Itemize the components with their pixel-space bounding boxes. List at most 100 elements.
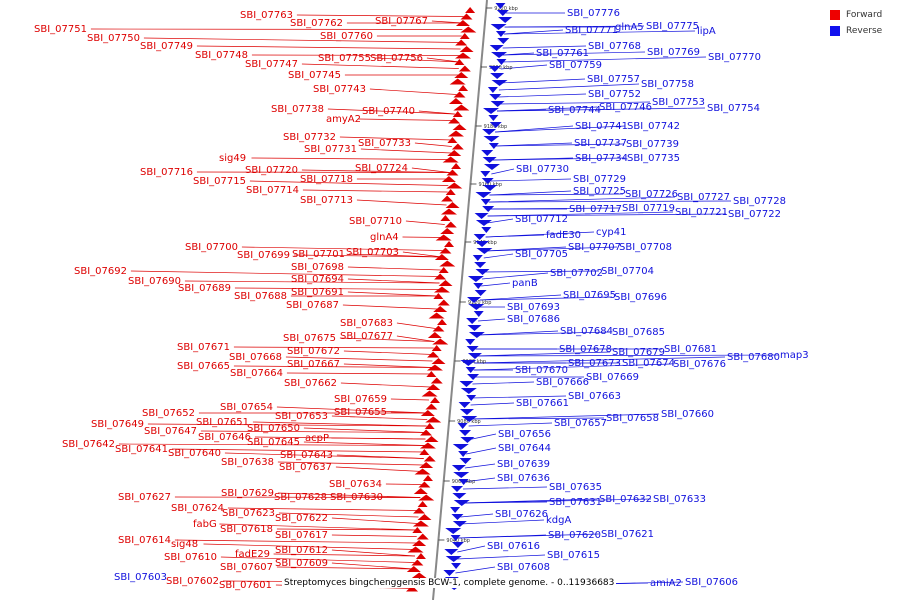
forward-gene-glyph (438, 267, 449, 273)
forward-gene-glyph (465, 7, 476, 13)
reverse-gene-glyph (459, 458, 472, 464)
forward-leader-line (277, 492, 421, 498)
reverse-gene-label: SBI_07684 (560, 326, 613, 337)
reverse-gene-label: lipA (697, 26, 716, 37)
reverse-gene-glyph (489, 45, 504, 51)
forward-leader-line (396, 322, 436, 329)
forward-gene-label: SBI_07645 (247, 437, 300, 448)
forward-leader-line (331, 415, 428, 420)
reverse-gene-label: SBI_07633 (653, 494, 706, 505)
forward-leader-line (233, 346, 434, 349)
forward-gene-glyph (416, 533, 429, 540)
forward-gene-glyph (440, 228, 455, 234)
forward-leader-line (336, 454, 424, 459)
forward-leader-line (278, 512, 419, 518)
reverse-leader-line (476, 331, 611, 336)
reverse-gene-label: SBI_07631 (549, 497, 602, 508)
reverse-gene-label: SBI_07739 (626, 139, 679, 150)
forward-gene-label: SBI_07745 (288, 70, 341, 81)
reverse-leader-line (469, 417, 605, 420)
forward-gene-label: SBI_07643 (280, 450, 333, 461)
forward-leader-line (143, 37, 462, 43)
reverse-leader-line (498, 93, 587, 98)
forward-gene-label: sig49 (219, 153, 246, 164)
forward-gene-glyph (419, 462, 434, 468)
forward-leader-line (411, 167, 450, 173)
forward-gene-label: SBI_07714 (246, 185, 299, 196)
reverse-gene-label: SBI_07717 (569, 204, 622, 215)
reverse-gene-label: SBI_07608 (497, 562, 550, 573)
reverse-gene-glyph (490, 73, 505, 79)
forward-leader-line (252, 421, 427, 427)
forward-leader-line (331, 534, 417, 537)
forward-gene-glyph (412, 540, 427, 546)
legend-item-forward: Forward (830, 8, 890, 22)
tick-label: 9100 kbp (463, 359, 487, 365)
reverse-leader-line (502, 45, 587, 49)
forward-gene-glyph (439, 260, 456, 267)
reverse-gene-glyph (491, 80, 508, 86)
forward-gene-label: SBI_07646 (198, 432, 251, 443)
forward-leader-line (347, 291, 439, 297)
reverse-gene-label: SBI_07775 (646, 21, 699, 32)
forward-gene-label: SBI_07607 (220, 562, 273, 573)
forward-gene-glyph (431, 345, 442, 351)
forward-gene-label: SBI_07655 (334, 407, 387, 418)
forward-leader-line (342, 304, 438, 310)
reverse-leader-line (473, 363, 672, 371)
reverse-gene-glyph (453, 472, 470, 478)
reverse-leader-line (467, 433, 497, 441)
forward-gene-label: SBI_07755 (318, 53, 371, 64)
reverse-gene-glyph (475, 269, 490, 275)
forward-leader-line (385, 483, 422, 485)
gene-features (406, 3, 513, 592)
forward-gene-label: SBI_07652 (142, 408, 195, 419)
forward-gene-label: SBI_07629 (221, 488, 274, 499)
reverse-leader-line (504, 25, 645, 28)
reverse-gene-glyph (488, 115, 499, 121)
reverse-gene-label: SBI_07708 (619, 242, 672, 253)
forward-gene-label: SBI_07731 (304, 144, 357, 155)
forward-leader-line (118, 443, 425, 446)
forward-leader-line (396, 335, 435, 342)
forward-gene-glyph (447, 150, 462, 156)
reverse-gene-label: SBI_07661 (516, 398, 569, 409)
forward-leader-line (374, 57, 460, 63)
reverse-gene-glyph (489, 94, 502, 100)
reverse-gene-glyph (459, 381, 474, 387)
reverse-leader-line (455, 566, 496, 574)
reverse-gene-glyph (497, 38, 510, 44)
forward-leader-line (339, 337, 435, 342)
reverse-gene-glyph (466, 318, 479, 324)
forward-gene-label: SBI_07740 (362, 106, 415, 117)
reverse-gene-label: SBI_07728 (733, 196, 786, 207)
reverse-gene-glyph (457, 423, 468, 429)
forward-leader-line (203, 543, 416, 550)
reverse-gene-glyph (491, 52, 508, 58)
reverse-gene-label: SBI_07722 (728, 209, 781, 220)
forward-gene-glyph (422, 475, 433, 481)
reverse-gene-label: SBI_07676 (673, 359, 726, 370)
reverse-gene-glyph (487, 87, 498, 93)
legend-label-reverse: Reverse (846, 26, 883, 36)
forward-leader-line (234, 287, 439, 290)
forward-gene-glyph (454, 72, 469, 78)
forward-gene-label: SBI_07691 (291, 287, 344, 298)
reverse-gene-glyph (460, 437, 475, 443)
reverse-gene-label: SBI_07695 (563, 290, 616, 301)
reverse-leader-line (472, 381, 535, 385)
reverse-gene-label: SBI_07771 (565, 25, 618, 36)
reverse-leader-line (463, 477, 496, 483)
reverse-leader-line (496, 106, 598, 112)
forward-leader-line (224, 452, 424, 459)
reverse-leader-line (474, 356, 726, 364)
forward-gene-label: SBI_07748 (195, 50, 248, 61)
reverse-gene-glyph (460, 360, 477, 366)
forward-leader-line (285, 356, 433, 362)
reverse-leader-line (459, 519, 545, 525)
forward-gene-label: SBI_07651 (196, 417, 249, 428)
reverse-gene-label: glnA5 (615, 22, 644, 33)
reverse-leader-line (456, 554, 546, 560)
reverse-gene-glyph (474, 262, 487, 268)
reverse-gene-label: SBI_07705 (515, 249, 568, 260)
